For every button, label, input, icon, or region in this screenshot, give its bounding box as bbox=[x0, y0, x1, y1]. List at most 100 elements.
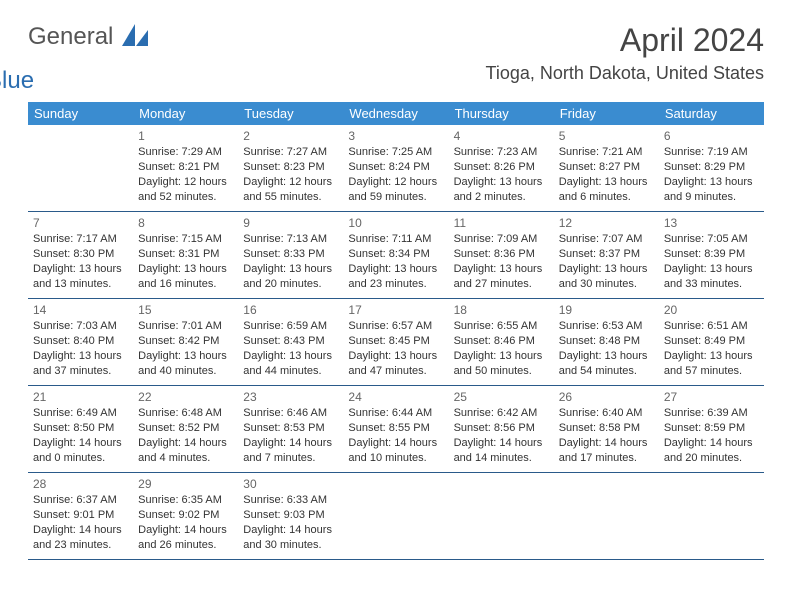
day-number: 10 bbox=[348, 215, 443, 231]
calendar-cell: 15Sunrise: 7:01 AMSunset: 8:42 PMDayligh… bbox=[133, 299, 238, 385]
calendar-cell: 11Sunrise: 7:09 AMSunset: 8:36 PMDayligh… bbox=[449, 212, 554, 298]
daylight-text: Daylight: 13 hours and 54 minutes. bbox=[559, 349, 654, 379]
calendar-cell: 3Sunrise: 7:25 AMSunset: 8:24 PMDaylight… bbox=[343, 125, 448, 211]
daylight-text: Daylight: 13 hours and 30 minutes. bbox=[559, 262, 654, 292]
day-number: 30 bbox=[243, 476, 338, 492]
sunset-text: Sunset: 8:33 PM bbox=[243, 247, 338, 262]
calendar-cell-empty bbox=[449, 473, 554, 559]
calendar-row: 14Sunrise: 7:03 AMSunset: 8:40 PMDayligh… bbox=[28, 299, 764, 386]
sunrise-text: Sunrise: 7:15 AM bbox=[138, 232, 233, 247]
sunrise-text: Sunrise: 6:33 AM bbox=[243, 493, 338, 508]
day-number: 22 bbox=[138, 389, 233, 405]
sunrise-text: Sunrise: 6:37 AM bbox=[33, 493, 128, 508]
calendar: SundayMondayTuesdayWednesdayThursdayFrid… bbox=[28, 102, 764, 560]
sunrise-text: Sunrise: 7:03 AM bbox=[33, 319, 128, 334]
day-number: 5 bbox=[559, 128, 654, 144]
daylight-text: Daylight: 13 hours and 23 minutes. bbox=[348, 262, 443, 292]
day-number: 12 bbox=[559, 215, 654, 231]
logo-text-1: General bbox=[28, 23, 113, 50]
daylight-text: Daylight: 14 hours and 17 minutes. bbox=[559, 436, 654, 466]
sunset-text: Sunset: 8:48 PM bbox=[559, 334, 654, 349]
sunset-text: Sunset: 9:01 PM bbox=[33, 508, 128, 523]
day-number: 17 bbox=[348, 302, 443, 318]
calendar-cell: 23Sunrise: 6:46 AMSunset: 8:53 PMDayligh… bbox=[238, 386, 343, 472]
daylight-text: Daylight: 14 hours and 10 minutes. bbox=[348, 436, 443, 466]
daylight-text: Daylight: 13 hours and 57 minutes. bbox=[664, 349, 759, 379]
sunset-text: Sunset: 8:56 PM bbox=[454, 421, 549, 436]
sunrise-text: Sunrise: 6:42 AM bbox=[454, 406, 549, 421]
day-number: 18 bbox=[454, 302, 549, 318]
sunrise-text: Sunrise: 6:44 AM bbox=[348, 406, 443, 421]
sunset-text: Sunset: 8:23 PM bbox=[243, 160, 338, 175]
daylight-text: Daylight: 12 hours and 55 minutes. bbox=[243, 175, 338, 205]
daylight-text: Daylight: 13 hours and 20 minutes. bbox=[243, 262, 338, 292]
sunrise-text: Sunrise: 7:01 AM bbox=[138, 319, 233, 334]
sunset-text: Sunset: 8:42 PM bbox=[138, 334, 233, 349]
sunrise-text: Sunrise: 7:25 AM bbox=[348, 145, 443, 160]
calendar-cell: 29Sunrise: 6:35 AMSunset: 9:02 PMDayligh… bbox=[133, 473, 238, 559]
calendar-cell: 30Sunrise: 6:33 AMSunset: 9:03 PMDayligh… bbox=[238, 473, 343, 559]
sunset-text: Sunset: 8:43 PM bbox=[243, 334, 338, 349]
sunset-text: Sunset: 8:46 PM bbox=[454, 334, 549, 349]
daylight-text: Daylight: 13 hours and 13 minutes. bbox=[33, 262, 128, 292]
sunset-text: Sunset: 8:49 PM bbox=[664, 334, 759, 349]
day-number: 19 bbox=[559, 302, 654, 318]
calendar-cell: 18Sunrise: 6:55 AMSunset: 8:46 PMDayligh… bbox=[449, 299, 554, 385]
page-title: April 2024 bbox=[486, 22, 764, 59]
sunrise-text: Sunrise: 6:49 AM bbox=[33, 406, 128, 421]
daylight-text: Daylight: 13 hours and 16 minutes. bbox=[138, 262, 233, 292]
calendar-row: 21Sunrise: 6:49 AMSunset: 8:50 PMDayligh… bbox=[28, 386, 764, 473]
calendar-cell: 22Sunrise: 6:48 AMSunset: 8:52 PMDayligh… bbox=[133, 386, 238, 472]
calendar-cell-empty bbox=[343, 473, 448, 559]
day-number: 3 bbox=[348, 128, 443, 144]
sunrise-text: Sunrise: 6:48 AM bbox=[138, 406, 233, 421]
daylight-text: Daylight: 13 hours and 33 minutes. bbox=[664, 262, 759, 292]
sunrise-text: Sunrise: 6:35 AM bbox=[138, 493, 233, 508]
day-number: 23 bbox=[243, 389, 338, 405]
day-number: 24 bbox=[348, 389, 443, 405]
sunset-text: Sunset: 8:59 PM bbox=[664, 421, 759, 436]
day-number: 7 bbox=[33, 215, 128, 231]
day-number: 4 bbox=[454, 128, 549, 144]
daylight-text: Daylight: 14 hours and 30 minutes. bbox=[243, 523, 338, 553]
daylight-text: Daylight: 13 hours and 44 minutes. bbox=[243, 349, 338, 379]
calendar-cell: 26Sunrise: 6:40 AMSunset: 8:58 PMDayligh… bbox=[554, 386, 659, 472]
sunset-text: Sunset: 8:50 PM bbox=[33, 421, 128, 436]
day-number: 27 bbox=[664, 389, 759, 405]
daylight-text: Daylight: 14 hours and 4 minutes. bbox=[138, 436, 233, 466]
weekday-header: Monday bbox=[133, 102, 238, 125]
sunrise-text: Sunrise: 7:11 AM bbox=[348, 232, 443, 247]
day-number: 6 bbox=[664, 128, 759, 144]
sunset-text: Sunset: 8:53 PM bbox=[243, 421, 338, 436]
calendar-cell: 4Sunrise: 7:23 AMSunset: 8:26 PMDaylight… bbox=[449, 125, 554, 211]
daylight-text: Daylight: 12 hours and 59 minutes. bbox=[348, 175, 443, 205]
sunset-text: Sunset: 8:58 PM bbox=[559, 421, 654, 436]
day-number: 2 bbox=[243, 128, 338, 144]
weekday-header: Sunday bbox=[28, 102, 133, 125]
day-number: 13 bbox=[664, 215, 759, 231]
calendar-cell: 13Sunrise: 7:05 AMSunset: 8:39 PMDayligh… bbox=[659, 212, 764, 298]
calendar-row: 28Sunrise: 6:37 AMSunset: 9:01 PMDayligh… bbox=[28, 473, 764, 560]
daylight-text: Daylight: 13 hours and 6 minutes. bbox=[559, 175, 654, 205]
sunrise-text: Sunrise: 7:13 AM bbox=[243, 232, 338, 247]
day-number: 1 bbox=[138, 128, 233, 144]
daylight-text: Daylight: 13 hours and 50 minutes. bbox=[454, 349, 549, 379]
title-block: April 2024 Tioga, North Dakota, United S… bbox=[486, 22, 764, 84]
calendar-cell-empty bbox=[554, 473, 659, 559]
calendar-cell-empty bbox=[659, 473, 764, 559]
sunset-text: Sunset: 8:27 PM bbox=[559, 160, 654, 175]
daylight-text: Daylight: 14 hours and 20 minutes. bbox=[664, 436, 759, 466]
sunset-text: Sunset: 8:45 PM bbox=[348, 334, 443, 349]
calendar-cell: 25Sunrise: 6:42 AMSunset: 8:56 PMDayligh… bbox=[449, 386, 554, 472]
sunset-text: Sunset: 8:30 PM bbox=[33, 247, 128, 262]
calendar-cell: 10Sunrise: 7:11 AMSunset: 8:34 PMDayligh… bbox=[343, 212, 448, 298]
sunrise-text: Sunrise: 6:40 AM bbox=[559, 406, 654, 421]
sunrise-text: Sunrise: 7:29 AM bbox=[138, 145, 233, 160]
daylight-text: Daylight: 14 hours and 23 minutes. bbox=[33, 523, 128, 553]
daylight-text: Daylight: 13 hours and 47 minutes. bbox=[348, 349, 443, 379]
daylight-text: Daylight: 14 hours and 7 minutes. bbox=[243, 436, 338, 466]
sunrise-text: Sunrise: 7:07 AM bbox=[559, 232, 654, 247]
weekday-header: Wednesday bbox=[343, 102, 448, 125]
calendar-header-row: SundayMondayTuesdayWednesdayThursdayFrid… bbox=[28, 102, 764, 125]
logo-sail-icon bbox=[122, 24, 148, 46]
